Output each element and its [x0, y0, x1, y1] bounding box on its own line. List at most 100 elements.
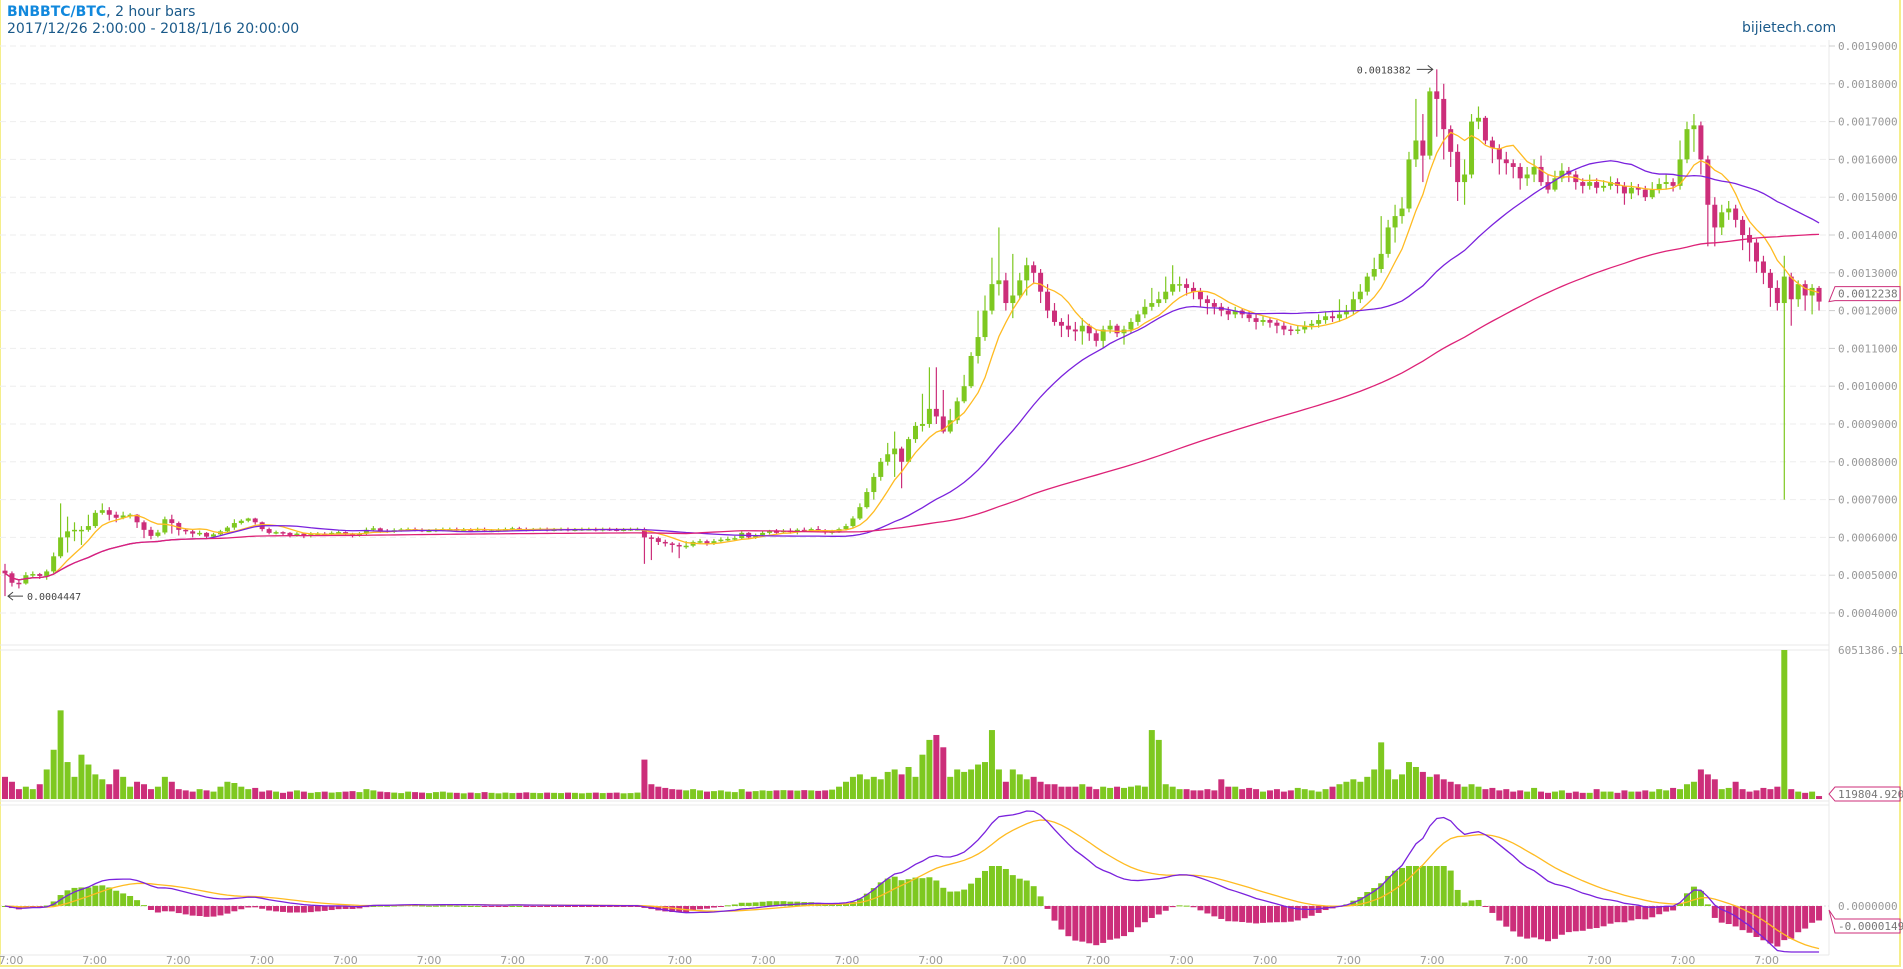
candle: [1427, 87, 1433, 160]
candle-body: [1545, 182, 1551, 190]
candle-body: [843, 526, 849, 530]
candle: [704, 539, 710, 546]
volume-bar: [898, 774, 905, 799]
volume-bar: [683, 790, 690, 799]
volume-bar: [620, 793, 627, 799]
macd-histogram-bar: [99, 885, 106, 906]
candle-body: [1462, 174, 1468, 183]
candle-body: [676, 544, 682, 547]
volume-bar: [863, 779, 870, 799]
candle-body: [176, 523, 182, 530]
macd-histogram-bar: [1412, 866, 1419, 906]
x-tick-label: 7:00: [751, 954, 776, 967]
candle: [1462, 159, 1468, 205]
volume-bar: [849, 776, 856, 799]
candle: [982, 295, 988, 341]
candle: [878, 458, 884, 481]
candle: [1184, 278, 1190, 296]
candle-body: [1031, 265, 1037, 273]
candle: [732, 535, 738, 541]
candle-body: [1517, 166, 1523, 179]
macd-histogram-bar: [1016, 878, 1023, 906]
last-volume-tag: [1828, 786, 1901, 802]
volume-bar: [905, 766, 912, 799]
volume-bar: [1579, 792, 1586, 799]
candle-body: [1191, 287, 1197, 292]
macd-histogram-bar: [370, 905, 377, 907]
candle-body: [1663, 182, 1669, 184]
candle-body: [148, 529, 154, 536]
candle-body: [1587, 182, 1593, 186]
candle: [676, 542, 682, 559]
macd-histogram-bar: [154, 906, 161, 913]
macd-histogram-bar: [912, 877, 919, 906]
candle-body: [1559, 170, 1565, 179]
macd-histogram-bar: [1440, 866, 1447, 906]
candle-body: [1350, 299, 1356, 311]
macd-histogram-bar: [1551, 906, 1558, 939]
macd-histogram-bar: [314, 906, 321, 912]
candle-body: [99, 510, 105, 513]
candle-body: [1524, 174, 1530, 179]
candle-body: [1510, 163, 1516, 167]
candle: [1072, 321, 1078, 341]
candle-body: [1058, 321, 1064, 326]
candle: [892, 431, 898, 477]
candle: [2, 563, 8, 597]
candle: [1086, 323, 1092, 341]
candle-body: [1781, 276, 1787, 304]
candle: [1517, 163, 1523, 190]
candle: [169, 514, 175, 534]
candle-body: [1017, 280, 1023, 296]
candle-body: [1434, 91, 1440, 99]
candle-body: [426, 530, 432, 533]
candle: [106, 507, 112, 521]
volume-bar: [266, 790, 273, 799]
volume-bar: [995, 769, 1002, 799]
candle-body: [1288, 329, 1294, 331]
x-tick-label: 7:00: [1085, 954, 1110, 967]
macd-histogram-bar: [266, 906, 273, 911]
volume-bar: [1816, 796, 1823, 799]
volume-bar: [99, 779, 106, 799]
macd-histogram-bar: [1023, 880, 1030, 906]
volume-bar: [321, 791, 328, 799]
candle-body: [51, 556, 57, 572]
macd-histogram-bar: [842, 903, 849, 906]
volume-bar: [599, 793, 606, 799]
macd-histogram-bar: [1280, 906, 1287, 923]
candle: [1316, 314, 1322, 328]
candle-body: [238, 520, 244, 524]
candle-body: [37, 574, 43, 576]
volume-bar: [1051, 784, 1058, 799]
candle: [1177, 276, 1183, 292]
macd-histogram-bar: [558, 906, 565, 907]
candle: [65, 516, 71, 553]
volume-bar: [1503, 789, 1510, 799]
macd-histogram-bar: [1621, 906, 1628, 923]
volume-bar: [1253, 789, 1260, 799]
macd-histogram-bar: [634, 906, 641, 907]
candle-body: [1364, 276, 1370, 292]
macd-histogram-bar: [745, 902, 752, 906]
macd-histogram-bar: [1531, 906, 1538, 938]
macd-histogram-bar: [1232, 906, 1239, 922]
macd-histogram-bar: [342, 906, 349, 909]
volume-bar: [1419, 771, 1426, 799]
macd-histogram-bar: [1746, 906, 1753, 933]
x-tick-label: 7:00: [835, 954, 860, 967]
candle: [864, 488, 870, 509]
volume-bar: [405, 791, 412, 799]
volume-bar: [558, 793, 565, 799]
macd-histogram-bar: [877, 882, 884, 906]
macd-histogram-bar: [1009, 875, 1016, 906]
candle-body: [1795, 284, 1801, 300]
volume-bar: [641, 759, 648, 799]
volume-bar: [1739, 789, 1746, 799]
candle-body: [1135, 314, 1141, 322]
candle-body: [926, 408, 932, 424]
candle: [919, 393, 925, 432]
volume-bar: [36, 784, 43, 799]
brand-link[interactable]: bijietech.com: [1742, 20, 1837, 36]
